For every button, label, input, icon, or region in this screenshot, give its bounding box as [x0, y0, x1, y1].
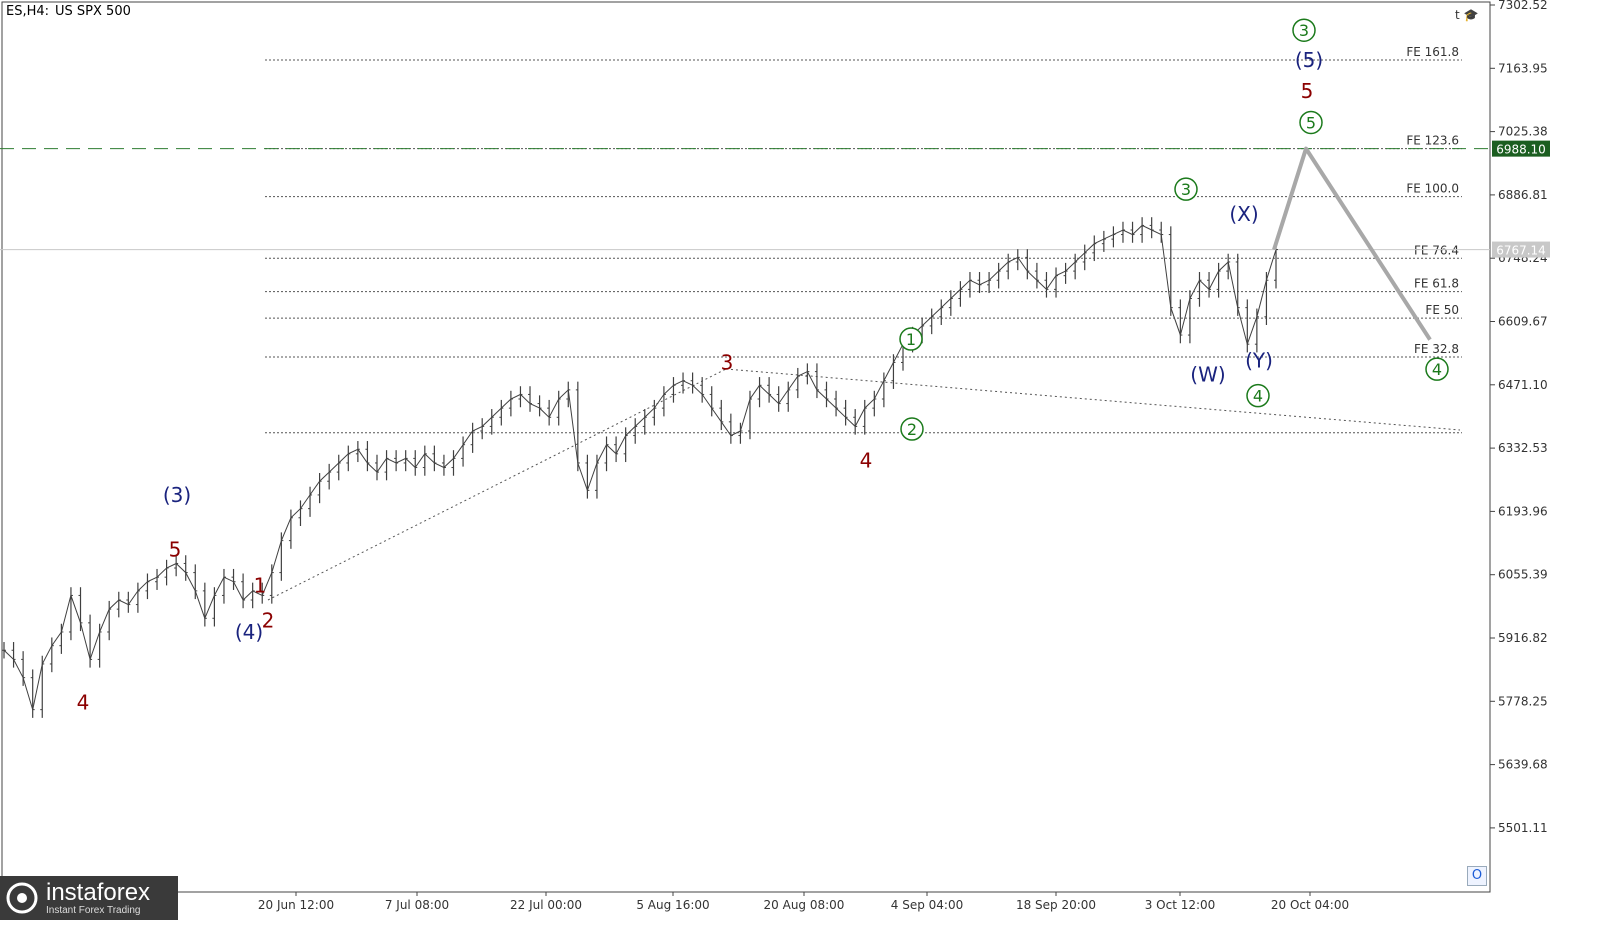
y-tick-label: 6055.39: [1498, 568, 1548, 582]
fib-level-label: FE 161.8: [1406, 45, 1459, 59]
wave-label-green: 3: [1181, 180, 1191, 199]
fib-level-label: FE 32.8: [1414, 342, 1459, 356]
target-price-box: [1492, 140, 1550, 157]
wave-circle-marker: [1246, 383, 1270, 408]
wave-label-green: 5: [1306, 113, 1316, 132]
instaforex-logo: instaforex Instant Forex Trading: [0, 876, 178, 920]
y-tick-label: 5639.68: [1498, 758, 1548, 772]
instrument-name: US SPX 500: [55, 4, 131, 19]
trade-letter[interactable]: t: [1455, 8, 1460, 22]
plot-frame: [1, 1, 1491, 893]
x-tick-label: 7 Jul 08:00: [385, 898, 449, 912]
y-tick-label: 7163.95: [1498, 61, 1548, 75]
y-tick-label: 6471.10: [1498, 378, 1548, 392]
y-tick-label: 5916.82: [1498, 631, 1548, 645]
wave-label-red: 4: [77, 691, 90, 715]
y-tick-label: 5501.11: [1498, 821, 1548, 835]
x-tick-label: 4 Sep 04:00: [891, 898, 963, 912]
wave-label-green: 1: [906, 330, 916, 349]
x-tick-label: 20 Oct 04:00: [1271, 898, 1349, 912]
wave-circle-marker: [900, 417, 924, 441]
fib-level-label: FE 61.8: [1414, 277, 1459, 291]
wave-circle-marker: [1299, 110, 1323, 135]
y-tick-label: 7025.38: [1498, 125, 1548, 139]
wave-label-blue: (W): [1190, 363, 1225, 387]
wave-label-red: 3: [721, 350, 734, 374]
wave-label-red: 4: [860, 449, 873, 473]
chart-header: ES,H4: US SPX 500: [6, 4, 137, 19]
y-tick-label: 6193.96: [1498, 504, 1548, 518]
x-tick-label: 20 Aug 08:00: [764, 898, 845, 912]
fib-level-label: FE 76.4: [1414, 243, 1459, 257]
wave-circle-marker: [1425, 357, 1449, 381]
current-price-label: 6767.14: [1496, 244, 1546, 258]
x-tick-label: 5 Aug 16:00: [636, 898, 709, 912]
logo-mark-icon: [6, 882, 38, 914]
fib-level-label: FE 50: [1425, 303, 1459, 317]
chart-option-button[interactable]: O: [1467, 866, 1487, 886]
x-tick-label: 18 Sep 20:00: [1016, 898, 1096, 912]
current-price-box: [1492, 241, 1550, 258]
y-tick-label: 6886.81: [1498, 188, 1548, 202]
wave-label-green: 3: [1299, 21, 1309, 40]
y-tick-label: 7302.52: [1498, 0, 1548, 12]
wave-label-blue: (5): [1295, 48, 1323, 72]
x-tick-label: 3 Oct 12:00: [1145, 898, 1216, 912]
logo-tagline: Instant Forex Trading: [46, 904, 141, 916]
symbol-label: ES,H4:: [6, 4, 50, 19]
y-tick-label: 5778.25: [1498, 694, 1548, 708]
wave-label-green: 2: [907, 420, 917, 439]
logo-brand: instaforex: [46, 878, 151, 906]
fib-level-label: FE 100.0: [1406, 182, 1459, 196]
graduation-cap-icon[interactable]: 🎓: [1463, 8, 1479, 22]
price-series-line: [3, 224, 1277, 710]
wave-label-blue: (X): [1229, 202, 1258, 226]
wave-circle-marker: [899, 327, 923, 351]
x-tick-label: 20 Jun 12:00: [258, 898, 334, 912]
support-trendline: [267, 368, 727, 601]
wave-label-blue: (Y): [1245, 348, 1273, 372]
corner-tools[interactable]: t 🎓: [1455, 8, 1479, 22]
wave-circle-marker: [1174, 177, 1198, 201]
wave-label-green: 4: [1253, 387, 1263, 406]
y-tick-label: 6332.53: [1498, 441, 1548, 455]
target-price-label: 6988.10: [1496, 143, 1546, 157]
wave-label-green: 4: [1432, 360, 1442, 379]
wave-label-red: 2: [262, 608, 275, 632]
forecast-path: [1272, 146, 1432, 341]
wave-label-red: 5: [1301, 79, 1314, 103]
wave-label-blue: (3): [163, 483, 191, 507]
wave-label-red: 5: [169, 538, 182, 562]
wave-label-red: 1: [254, 574, 267, 598]
x-tick-label: 22 Jul 00:00: [510, 898, 582, 912]
y-tick-label: 6609.67: [1498, 315, 1548, 329]
wave-circle-marker: [1292, 18, 1316, 42]
wave-label-blue: (4): [235, 620, 263, 644]
fib-level-label: FE 123.6: [1406, 134, 1459, 148]
